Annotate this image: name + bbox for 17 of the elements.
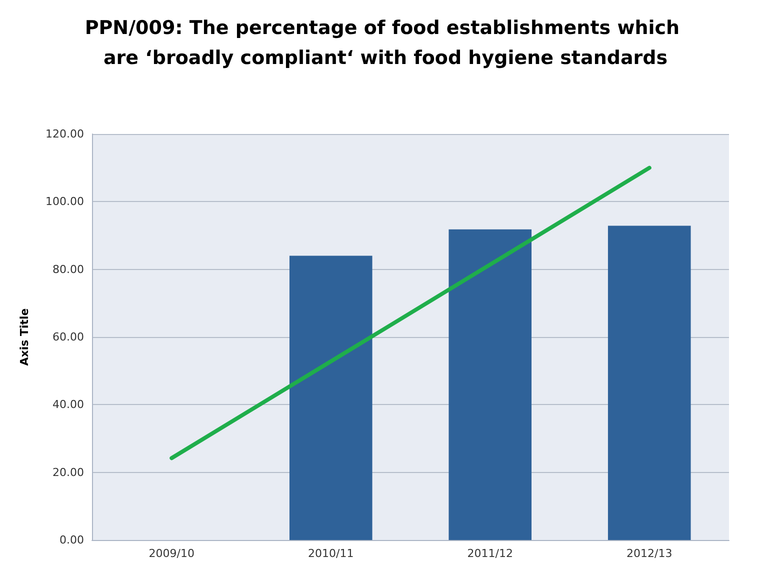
bar — [608, 226, 691, 540]
y-tick-label: 80.00 — [52, 262, 84, 276]
bar — [448, 229, 532, 540]
x-tick-label: 2010/11 — [308, 547, 354, 560]
y-tick-label: 120.00 — [46, 128, 84, 140]
x-tick-label: 2011/12 — [467, 547, 513, 560]
y-tick-label: 100.00 — [46, 195, 84, 208]
line-series — [170, 166, 652, 460]
x-tick-label: 2009/10 — [148, 547, 194, 560]
y-tick-label: 0.00 — [60, 534, 84, 546]
x-tick-label: 2012/13 — [626, 547, 672, 560]
y-tick-label: 20.00 — [52, 466, 84, 479]
y-tick-label: 60.00 — [52, 330, 84, 344]
bar — [289, 256, 372, 540]
y-tick-label: 40.00 — [52, 398, 84, 412]
chart-title: PPN/009: The percentage of food establishments which are ‘broadly compliant‘ with food hygiene standards — [84, 17, 686, 69]
y-axis-title: Axis Title — [18, 308, 31, 366]
